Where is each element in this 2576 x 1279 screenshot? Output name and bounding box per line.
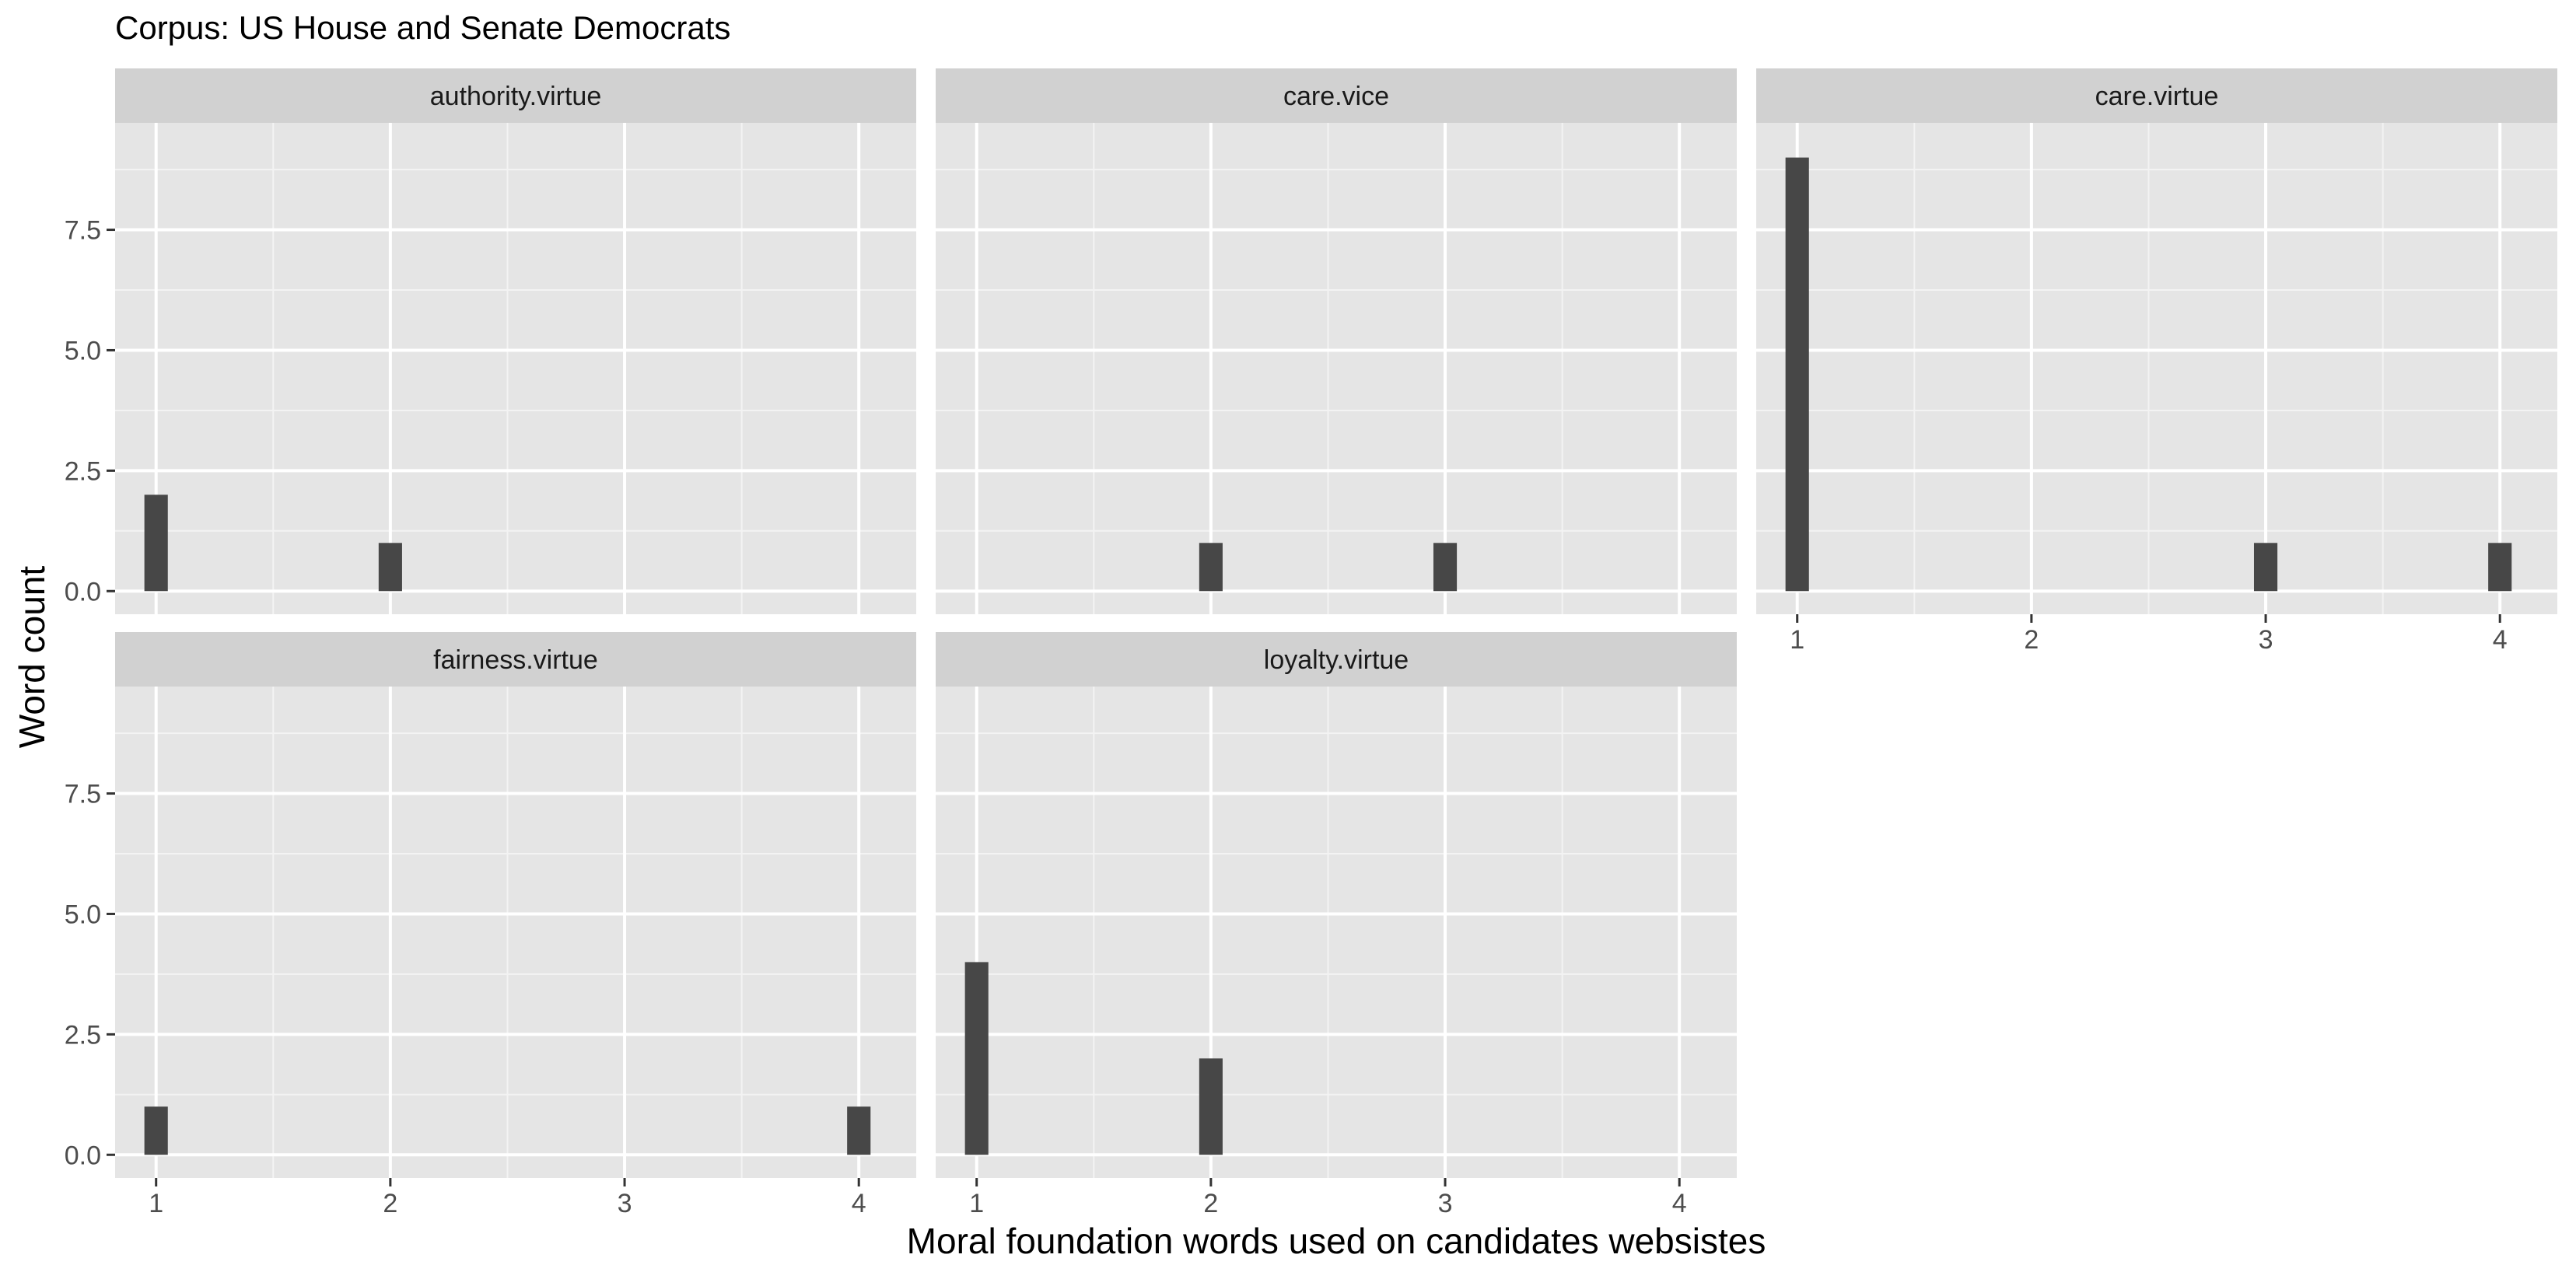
facet-strip bbox=[115, 68, 916, 123]
y-tick-label: 0.0 bbox=[65, 1141, 101, 1170]
chart-title: Corpus: US House and Senate Democrats bbox=[115, 9, 730, 46]
facet-panel-authority-virtue: authority.virtue 0.0 2.5 5.0 7.5 bbox=[65, 68, 916, 614]
panel-background bbox=[1756, 123, 2557, 614]
facet-strip-label: authority.virtue bbox=[430, 82, 601, 111]
facet-panel-care-virtue: care.virtue 1 2 3 4 bbox=[1756, 68, 2557, 655]
x-tick-label: 2 bbox=[1203, 1189, 1218, 1218]
facet-strip bbox=[1756, 68, 2557, 123]
y-tick-label: 2.5 bbox=[65, 456, 101, 486]
facet-panel-loyalty-virtue: loyalty.virtue 1 2 3 4 bbox=[936, 632, 1737, 1218]
facet-strip bbox=[936, 68, 1737, 123]
facet-strip bbox=[936, 632, 1737, 687]
y-tick-label: 2.5 bbox=[65, 1020, 101, 1050]
x-tick-label: 3 bbox=[618, 1189, 632, 1218]
y-tick-label: 5.0 bbox=[65, 336, 101, 365]
y-tick-label: 7.5 bbox=[65, 216, 101, 246]
facet-strip-label: fairness.virtue bbox=[433, 645, 598, 675]
bar bbox=[1433, 543, 1458, 592]
facet-strip-label: loyalty.virtue bbox=[1264, 645, 1409, 675]
bar bbox=[847, 1106, 871, 1155]
x-tick-label: 3 bbox=[1438, 1189, 1453, 1218]
x-tick-label: 4 bbox=[852, 1189, 866, 1218]
y-tick-label: 0.0 bbox=[65, 577, 101, 606]
x-tick-label: 1 bbox=[149, 1189, 163, 1218]
x-tick-label: 4 bbox=[2493, 625, 2508, 655]
x-axis-label: Moral foundation words used on candidate… bbox=[907, 1221, 1766, 1261]
panel-background bbox=[936, 687, 1737, 1178]
x-tick-label: 1 bbox=[969, 1189, 984, 1218]
facet-panel-fairness-virtue: fairness.virtue 1 2 3 4 0.0 2.5 5.0 7.5 bbox=[65, 632, 916, 1218]
y-axis-label: Word count bbox=[12, 566, 52, 749]
x-tick-label: 4 bbox=[1672, 1189, 1687, 1218]
panel-background bbox=[115, 687, 916, 1178]
panel-background bbox=[936, 123, 1737, 614]
bar bbox=[378, 543, 402, 592]
panel-background bbox=[115, 123, 916, 614]
facet-strip-label: care.virtue bbox=[2095, 82, 2219, 111]
bar bbox=[2488, 543, 2512, 592]
x-tick-label: 1 bbox=[1790, 625, 1804, 655]
bar bbox=[2253, 543, 2278, 592]
bar bbox=[144, 1106, 168, 1155]
y-tick-label: 5.0 bbox=[65, 900, 101, 929]
x-tick-label: 3 bbox=[2259, 625, 2273, 655]
bar bbox=[1785, 157, 1809, 592]
bar bbox=[144, 494, 168, 592]
bar bbox=[1199, 543, 1223, 592]
facet-panels: authority.virtue 0.0 2.5 5.0 7.5 care.vice car… bbox=[65, 68, 2557, 1218]
x-tick-label: 2 bbox=[383, 1189, 397, 1218]
facet-panel-care-vice: care.vice bbox=[936, 68, 1737, 614]
bar bbox=[964, 962, 989, 1155]
bar bbox=[1199, 1058, 1223, 1155]
x-tick-label: 2 bbox=[2024, 625, 2039, 655]
y-tick-label: 7.5 bbox=[65, 780, 101, 809]
facet-strip bbox=[115, 632, 916, 687]
facet-strip-label: care.vice bbox=[1283, 82, 1389, 111]
